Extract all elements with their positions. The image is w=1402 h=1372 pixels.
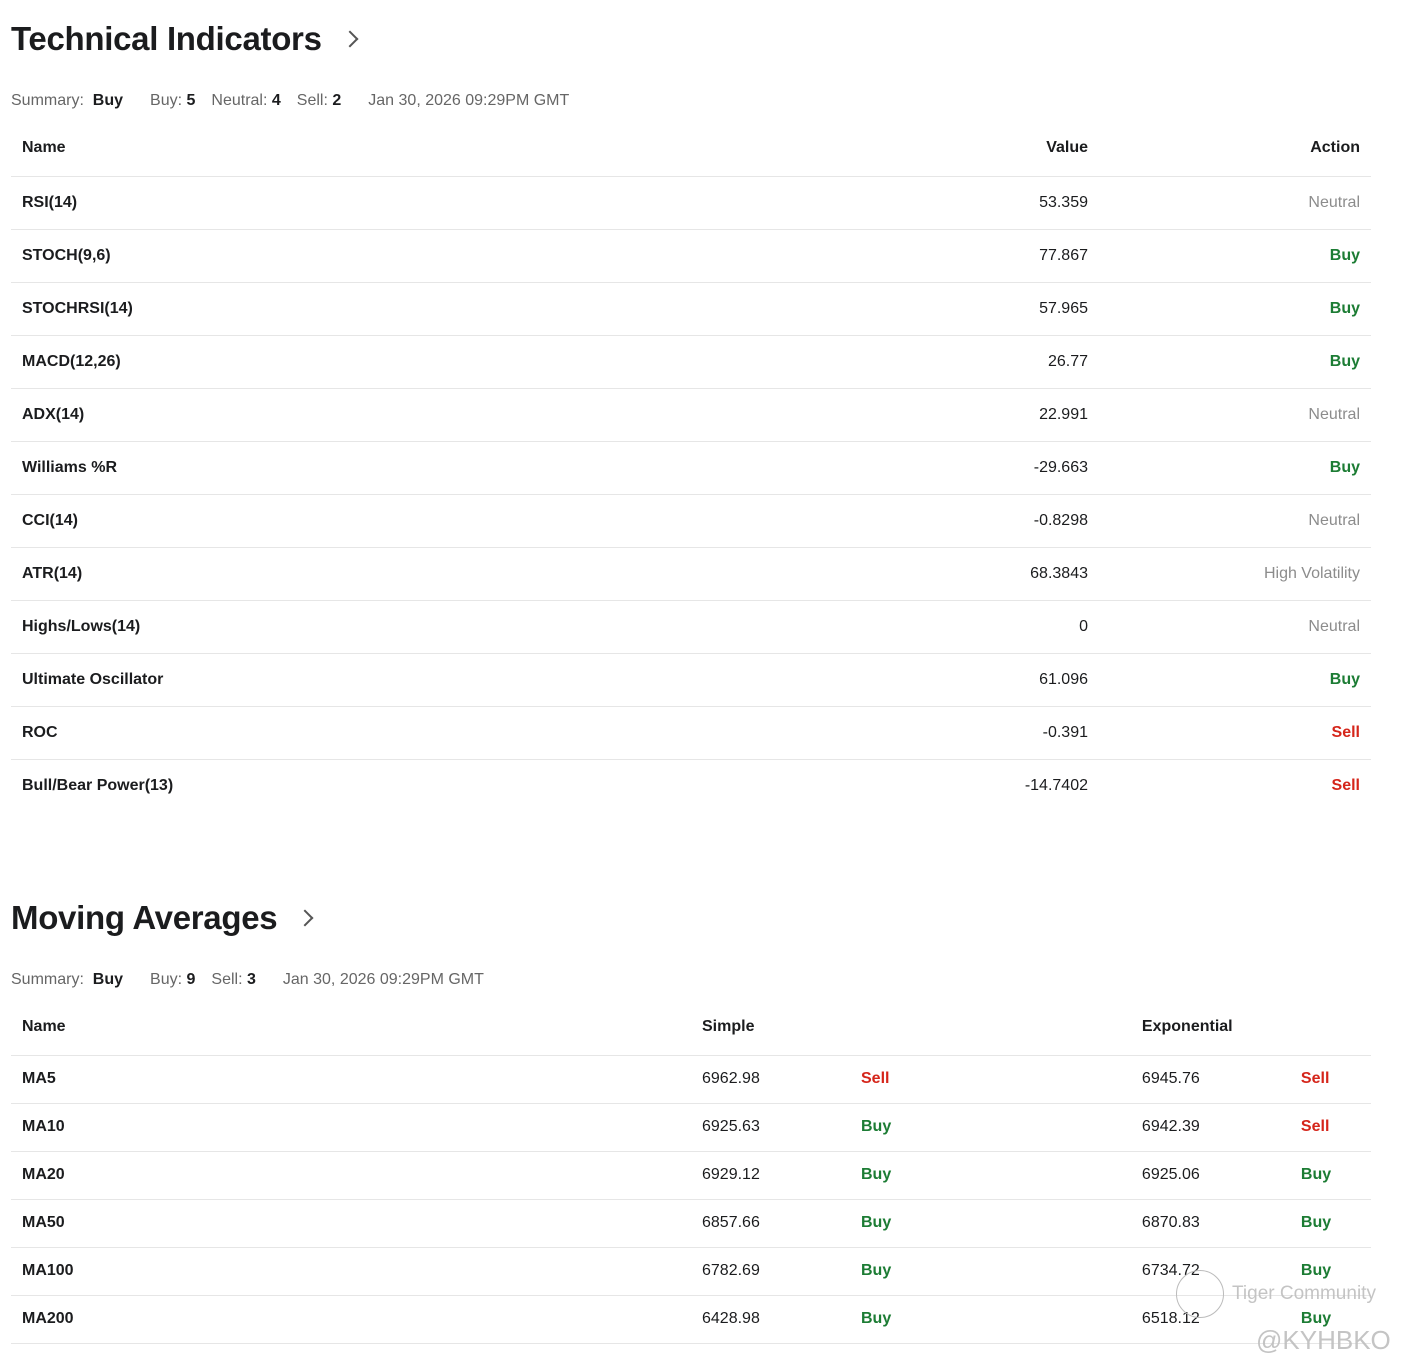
table-row: ROC -0.391 Sell	[11, 706, 1371, 760]
exponential-action: Buy	[1289, 1295, 1371, 1344]
simple-action: Buy	[850, 1199, 1131, 1248]
indicator-value: -14.7402	[1024, 776, 1088, 794]
table-row: CCI(14) -0.8298 Neutral	[11, 494, 1371, 548]
indicator-value: 53.359	[799, 176, 1099, 230]
indicator-value: -0.391	[799, 706, 1099, 760]
indicator-name: Highs/Lows(14)	[11, 600, 799, 654]
indicator-value: 0	[799, 600, 1099, 654]
simple-action: Buy	[850, 1151, 1131, 1200]
exponential-action: Buy	[1289, 1151, 1371, 1200]
table-row: Highs/Lows(14) 0 Neutral	[11, 600, 1371, 654]
indicator-value: 77.867	[799, 229, 1099, 283]
simple-value: 6925.63	[691, 1103, 850, 1152]
table-row: STOCH(9,6) 77.867 Buy	[11, 229, 1371, 283]
indicator-value: 61.096	[799, 653, 1099, 707]
indicator-name: MACD(12,26)	[11, 335, 799, 389]
indicator-name: STOCH(9,6)	[11, 229, 799, 283]
indicator-action: Buy	[1099, 335, 1371, 389]
indicator-name: Ultimate Oscillator	[11, 653, 799, 707]
indicator-action: Buy	[1099, 229, 1371, 283]
table-row: Williams %R -29.663 Buy	[11, 441, 1371, 495]
technical-summary: Summary: Buy Buy: 5 Neutral: 4 Sell: 2 J…	[11, 92, 570, 109]
table-row: MA5 6962.98 Sell 6945.76 Sell	[11, 1055, 1371, 1104]
indicator-value: 57.965	[799, 282, 1099, 336]
moving-averages-title[interactable]: Moving Averages	[11, 898, 1371, 938]
indicator-action: Buy	[1099, 441, 1371, 495]
technical-indicators-title[interactable]: Technical Indicators	[11, 19, 1371, 59]
exponential-value: 6925.06	[1130, 1151, 1290, 1200]
moving-summary: Summary: Buy Buy: 9 Sell: 3 Jan 30, 2026…	[11, 971, 484, 988]
table-row: MA20 6929.12 Buy 6925.06 Buy	[11, 1151, 1371, 1200]
indicator-action: Neutral	[1099, 494, 1371, 548]
moving-averages-table: Name Simple Exponential MA5 6962.98 Sell 69…	[11, 999, 1371, 1344]
table-row: MA10 6925.63 Buy 6942.39 Sell	[11, 1103, 1371, 1152]
tiger-logo-watermark-icon	[1176, 1270, 1224, 1318]
indicator-name: ATR(14)	[11, 547, 799, 601]
simple-action: Sell	[850, 1055, 1131, 1104]
indicator-name: CCI(14)	[11, 494, 799, 548]
table-row: Bull/Bear Power(13) -14.7402 Sell	[11, 759, 1371, 812]
indicator-action: High Volatility	[1099, 547, 1371, 601]
ma-name: MA200	[11, 1295, 691, 1344]
chevron-right-icon[interactable]	[341, 30, 359, 48]
timestamp: Jan 30, 2026 09:29PM GMT	[368, 92, 570, 109]
table-row: MA50 6857.66 Buy 6870.83 Buy	[11, 1199, 1371, 1248]
simple-value: 6428.98	[691, 1295, 850, 1344]
table-row: MACD(12,26) 26.77 Buy	[11, 335, 1371, 389]
exponential-action: Buy	[1289, 1247, 1371, 1296]
moving-averages-section: Moving Averages Summary: Buy Buy: 9 Sell…	[11, 898, 1371, 1344]
exponential-value: 6942.39	[1130, 1103, 1290, 1152]
ma-name: MA20	[11, 1151, 691, 1200]
indicator-action: Buy	[1099, 282, 1371, 336]
ma-name: MA10	[11, 1103, 691, 1152]
indicator-value: 68.3843	[799, 547, 1099, 601]
exponential-value: 6945.76	[1130, 1055, 1290, 1104]
indicator-action: Neutral	[1099, 388, 1371, 442]
indicator-action: Neutral	[1099, 600, 1371, 654]
exponential-value: 6870.83	[1130, 1199, 1290, 1248]
indicator-action: Sell	[1099, 706, 1371, 760]
simple-value: 6962.98	[691, 1055, 850, 1104]
simple-action: Buy	[850, 1295, 1131, 1344]
ma-name: MA50	[11, 1199, 691, 1248]
simple-value: 6782.69	[691, 1247, 850, 1296]
table-row: STOCHRSI(14) 57.965 Buy	[11, 282, 1371, 336]
indicator-name: Bull/Bear Power(13)	[22, 776, 174, 794]
table-row: ADX(14) 22.991 Neutral	[11, 388, 1371, 442]
exponential-action: Buy	[1289, 1199, 1371, 1248]
chevron-right-icon[interactable]	[296, 909, 314, 927]
simple-value: 6929.12	[691, 1151, 850, 1200]
table-row: RSI(14) 53.359 Neutral	[11, 176, 1371, 230]
table-row: MA200 6428.98 Buy 6518.12 Buy	[11, 1295, 1371, 1344]
indicator-action: Sell	[1331, 776, 1360, 794]
exponential-action: Sell	[1289, 1055, 1371, 1104]
ma-name: MA5	[11, 1055, 691, 1104]
timestamp: Jan 30, 2026 09:29PM GMT	[282, 971, 484, 988]
technical-indicators-table: Name Value Action RSI(14) 53.359 Neutral ST…	[11, 120, 1371, 812]
indicator-name: ADX(14)	[11, 388, 799, 442]
indicator-action: Neutral	[1099, 176, 1371, 230]
simple-action: Buy	[850, 1247, 1131, 1296]
simple-action: Buy	[850, 1103, 1131, 1152]
indicator-value: 22.991	[799, 388, 1099, 442]
table-row: MA100 6782.69 Buy 6734.72 Buy	[11, 1247, 1371, 1296]
indicator-action: Buy	[1099, 653, 1371, 707]
technical-indicators-section: Technical Indicators Summary: Buy Buy: 5…	[11, 19, 1371, 812]
indicator-value: -0.8298	[799, 494, 1099, 548]
exponential-action: Sell	[1289, 1103, 1371, 1152]
simple-value: 6857.66	[691, 1199, 850, 1248]
table-row: Ultimate Oscillator 61.096 Buy	[11, 653, 1371, 707]
indicator-name: STOCHRSI(14)	[11, 282, 799, 336]
indicator-name: Williams %R	[11, 441, 799, 495]
indicator-name: RSI(14)	[11, 176, 799, 230]
indicator-value: -29.663	[799, 441, 1099, 495]
ma-name: MA100	[11, 1247, 691, 1296]
indicator-value: 26.77	[799, 335, 1099, 389]
table-row: ATR(14) 68.3843 High Volatility	[11, 547, 1371, 601]
indicator-name: ROC	[11, 706, 799, 760]
